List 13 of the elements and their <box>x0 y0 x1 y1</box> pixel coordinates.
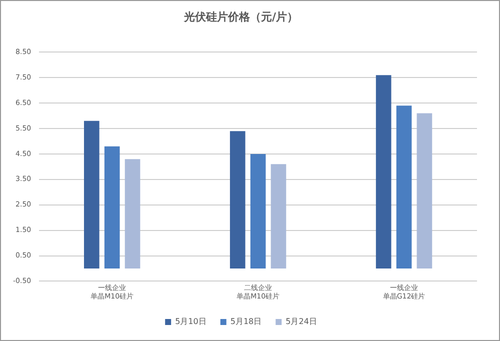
bar <box>230 131 246 268</box>
bar <box>124 159 140 268</box>
legend-label: 5月10日 <box>175 317 206 326</box>
bar <box>250 154 266 268</box>
chart-title: 光伏硅片价格（元/片） <box>182 10 298 24</box>
legend-label: 5月18日 <box>230 317 262 326</box>
bar <box>270 164 286 268</box>
legend-label: 5月24日 <box>286 317 317 326</box>
bar <box>104 146 120 268</box>
bar <box>84 120 100 268</box>
bar <box>396 106 412 268</box>
bar <box>416 113 432 268</box>
bar <box>376 75 392 268</box>
